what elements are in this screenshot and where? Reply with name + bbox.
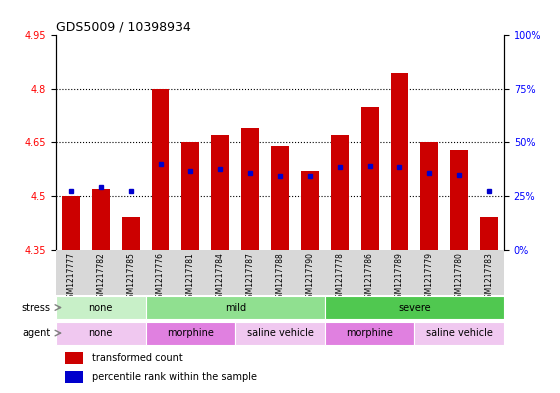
Text: morphine: morphine xyxy=(346,328,393,338)
Bar xyxy=(331,135,349,250)
Text: GSM1217786: GSM1217786 xyxy=(365,252,374,303)
Text: GSM1217783: GSM1217783 xyxy=(484,252,493,303)
Text: GSM1217790: GSM1217790 xyxy=(305,252,314,303)
Text: morphine: morphine xyxy=(167,328,214,338)
Text: GSM1217785: GSM1217785 xyxy=(126,252,135,303)
Text: GSM1217784: GSM1217784 xyxy=(216,252,225,303)
Text: GSM1217787: GSM1217787 xyxy=(246,252,255,303)
Bar xyxy=(56,250,504,295)
Text: percentile rank within the sample: percentile rank within the sample xyxy=(92,372,257,382)
Bar xyxy=(325,321,414,345)
Text: GSM1217788: GSM1217788 xyxy=(276,252,284,303)
Text: transformed count: transformed count xyxy=(92,353,183,363)
Bar xyxy=(62,196,80,250)
Text: none: none xyxy=(88,328,113,338)
Text: GSM1217781: GSM1217781 xyxy=(186,252,195,303)
Bar xyxy=(146,321,235,345)
Bar xyxy=(56,321,146,345)
Bar xyxy=(390,73,408,250)
Text: GSM1217777: GSM1217777 xyxy=(67,252,76,303)
Bar xyxy=(241,128,259,250)
Text: GSM1217778: GSM1217778 xyxy=(335,252,344,303)
Text: saline vehicle: saline vehicle xyxy=(246,328,314,338)
Bar xyxy=(361,107,379,250)
Text: agent: agent xyxy=(22,328,50,338)
Bar xyxy=(480,217,498,250)
Bar xyxy=(450,150,468,250)
Bar xyxy=(122,217,139,250)
Bar xyxy=(92,189,110,250)
Bar xyxy=(181,142,199,250)
Text: GDS5009 / 10398934: GDS5009 / 10398934 xyxy=(56,20,191,33)
Bar xyxy=(301,171,319,250)
Text: GSM1217780: GSM1217780 xyxy=(455,252,464,303)
Bar xyxy=(211,135,229,250)
Text: none: none xyxy=(88,303,113,312)
Bar xyxy=(414,321,504,345)
Bar xyxy=(421,142,438,250)
Bar xyxy=(56,296,146,319)
Text: saline vehicle: saline vehicle xyxy=(426,328,493,338)
Text: stress: stress xyxy=(21,303,50,312)
Bar xyxy=(146,296,325,319)
Bar xyxy=(271,146,289,250)
Bar xyxy=(325,296,504,319)
Text: GSM1217779: GSM1217779 xyxy=(425,252,434,303)
Text: mild: mild xyxy=(225,303,246,312)
Bar xyxy=(235,321,325,345)
Text: severe: severe xyxy=(398,303,431,312)
Bar xyxy=(152,89,170,250)
Bar xyxy=(65,352,83,364)
Text: GSM1217789: GSM1217789 xyxy=(395,252,404,303)
Bar xyxy=(65,371,83,383)
Text: GSM1217776: GSM1217776 xyxy=(156,252,165,303)
Text: GSM1217782: GSM1217782 xyxy=(96,252,105,303)
